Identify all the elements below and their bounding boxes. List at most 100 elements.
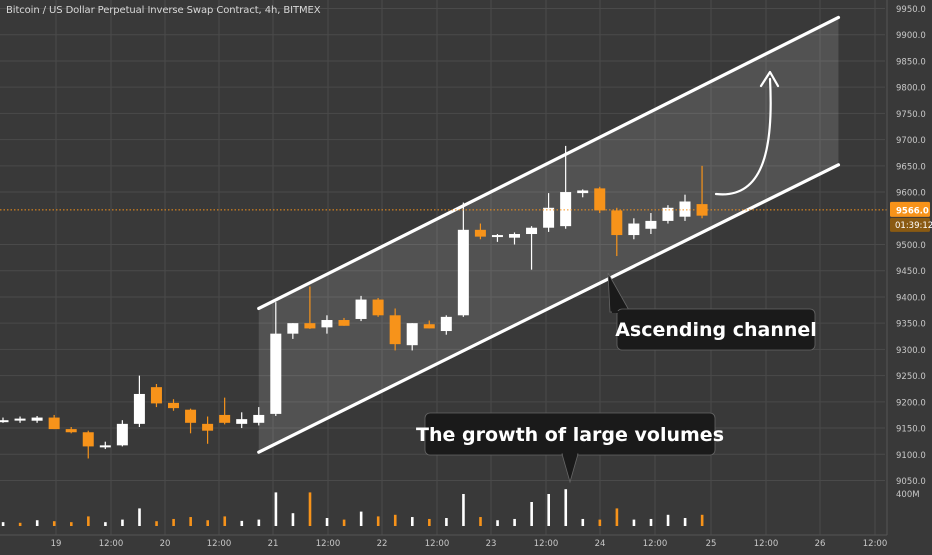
volume-bar — [189, 517, 192, 526]
y-tick-label: 9900.0 — [896, 31, 926, 41]
candle-body — [662, 207, 674, 221]
candle-body — [287, 323, 299, 334]
candle-body — [116, 423, 128, 446]
chart-title: Bitcoin / US Dollar Perpetual Inverse Sw… — [6, 5, 321, 16]
volume-growth-label: The growth of large volumes — [416, 424, 724, 446]
volume-bar — [393, 514, 397, 526]
candle-body — [679, 201, 691, 217]
volume-bar — [291, 513, 295, 526]
candle-body — [321, 320, 333, 328]
candle-body — [253, 414, 265, 423]
x-tick-label: 19 — [51, 539, 62, 549]
candle-body — [389, 315, 401, 345]
volume-bar — [121, 519, 124, 526]
candle-body — [150, 387, 162, 404]
x-tick-label: 12:00 — [643, 539, 668, 549]
candle-body — [423, 324, 435, 329]
volume-bar — [138, 508, 141, 526]
volume-bar — [428, 518, 431, 526]
volume-bar — [104, 522, 107, 526]
candle-body — [82, 432, 94, 447]
ascending-channel-zone — [257, 15, 841, 454]
volume-bar — [359, 511, 363, 526]
volume-bar — [479, 517, 482, 526]
volume-bar — [155, 521, 158, 526]
candle-body — [560, 192, 572, 227]
volume-bar — [513, 518, 516, 526]
x-tick-label: 26 — [815, 539, 826, 549]
volume-bar — [632, 519, 636, 526]
volume-bar — [172, 518, 175, 526]
candle-body — [457, 229, 469, 316]
volume-bar — [598, 519, 602, 526]
volume-bar — [240, 520, 244, 526]
candle-body — [99, 445, 111, 448]
projection-arrow-head — [759, 70, 780, 88]
y-tick-label: 9150.0 — [896, 425, 926, 435]
volume-bar — [376, 516, 380, 526]
candle-body — [696, 204, 708, 216]
candles — [0, 145, 708, 459]
candle-body — [577, 190, 589, 194]
volume-bar — [1, 522, 5, 526]
candle-body — [440, 316, 452, 332]
candle-body — [0, 420, 9, 423]
channel-lower-line — [257, 163, 841, 454]
candle-body — [236, 419, 248, 424]
candle-body — [355, 299, 367, 319]
x-tick-label: 12:00 — [425, 539, 450, 549]
volume-bar — [564, 489, 568, 526]
candle-body — [594, 188, 606, 211]
y-tick-label: 9750.0 — [896, 110, 926, 120]
volume-bar — [496, 520, 499, 526]
volume-bar — [35, 520, 39, 526]
candle-body — [133, 393, 145, 424]
volume-bar — [683, 518, 687, 526]
candle-body — [372, 299, 384, 316]
candle-body — [168, 402, 179, 409]
y-tick-label: 9850.0 — [896, 57, 926, 67]
x-tick-label: 12:00 — [207, 539, 232, 549]
candle-body — [406, 323, 418, 346]
volume-bar — [445, 518, 448, 526]
candle-body — [304, 323, 316, 329]
volume-axis-label: 400M — [896, 490, 920, 500]
overlays: 9566.0 01:39:12 Ascending channel The growt… — [0, 70, 932, 484]
candle-body — [202, 423, 214, 431]
volume-bar — [257, 519, 261, 526]
y-tick-label: 9200.0 — [896, 398, 926, 408]
volume-bar — [342, 519, 346, 526]
volume-bar — [666, 514, 670, 526]
candle-body — [219, 414, 231, 423]
x-tick-label: 21 — [268, 539, 279, 549]
volume-bar — [615, 508, 619, 526]
x-tick-label: 12:00 — [863, 539, 888, 549]
volume-bar — [274, 492, 278, 526]
y-tick-label: 9300.0 — [896, 346, 926, 356]
volume-bar — [308, 492, 312, 526]
candle-body — [270, 333, 282, 414]
candle-body — [14, 418, 26, 421]
countdown-badge — [890, 217, 930, 232]
candle-body — [628, 223, 640, 236]
projection-arrow-line — [714, 77, 772, 196]
y-tick-label: 9950.0 — [896, 5, 926, 15]
volume-bars — [1, 489, 704, 526]
volume-bar — [581, 518, 585, 526]
candle-body — [491, 235, 503, 238]
channel-fill — [258, 17, 839, 453]
x-tick-label: 22 — [377, 539, 388, 549]
volume-bar — [325, 518, 329, 526]
x-tick-label: 12:00 — [316, 539, 341, 549]
countdown-label: 01:39:12 — [895, 221, 932, 231]
x-tick-label: 20 — [160, 539, 171, 549]
candle-body — [31, 417, 43, 421]
volume-bar — [87, 516, 90, 526]
current-price-label: 9566.0 — [896, 206, 929, 216]
volume-bar — [462, 494, 465, 526]
y-tick-label: 9700.0 — [896, 136, 926, 146]
candle-body — [48, 417, 60, 430]
y-tick-label: 9100.0 — [896, 451, 926, 461]
candle-body — [474, 229, 486, 237]
